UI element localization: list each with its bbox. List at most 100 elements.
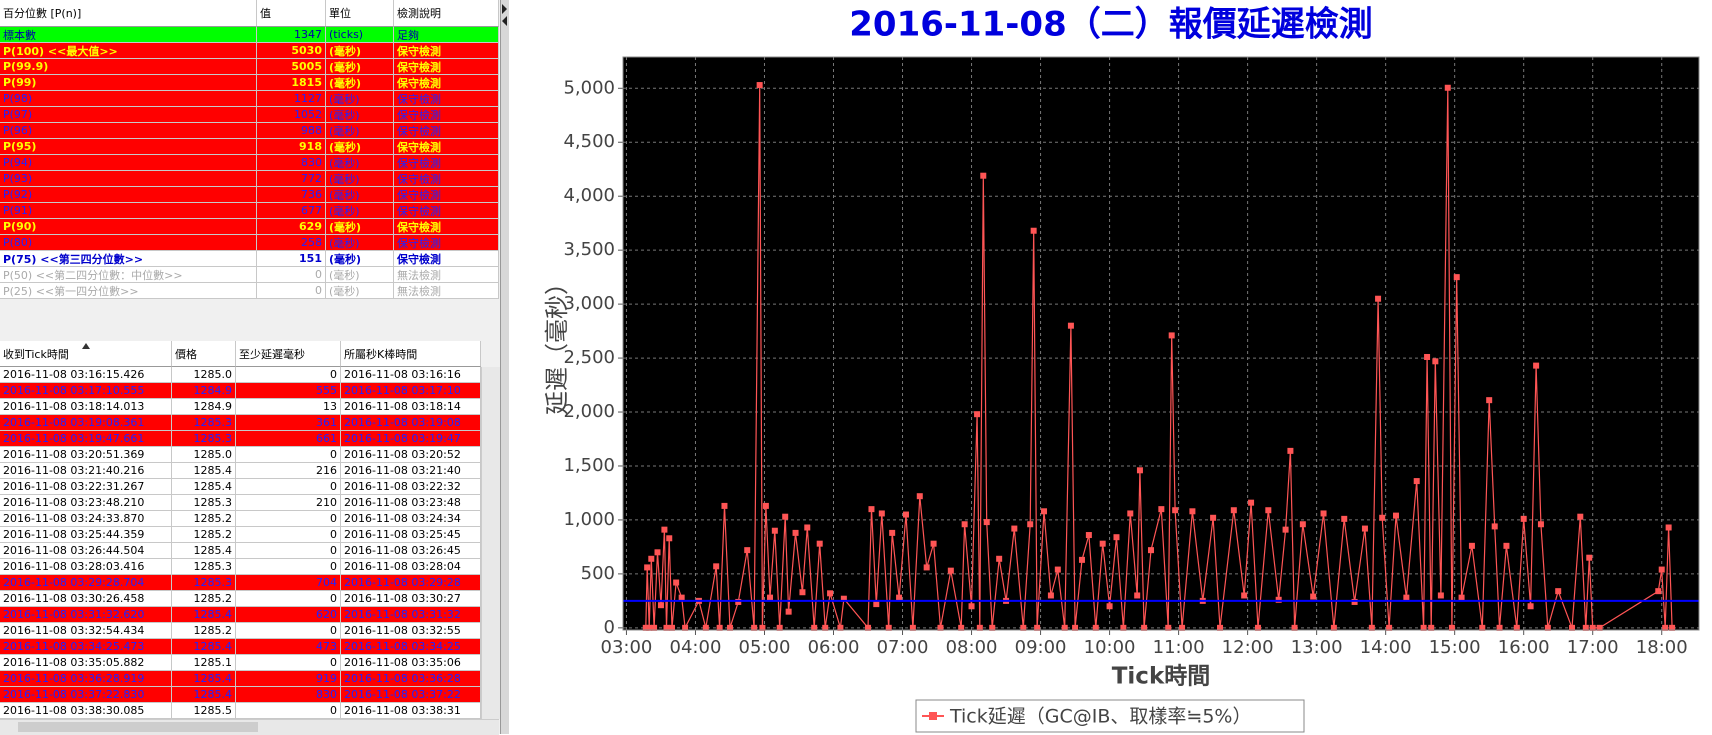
data-point [776, 624, 783, 631]
table-row: 2016-11-08 03:20:51.369 1285.0 0 2016-11-08… [0, 447, 499, 463]
data-point [1241, 592, 1248, 599]
data-point [1141, 624, 1148, 631]
table-cell: 216 [236, 463, 341, 479]
data-point [1527, 603, 1534, 610]
table-cell: 1127 [257, 91, 326, 107]
data-point [1375, 295, 1382, 302]
data-point [837, 624, 844, 631]
table-cell: 2016-11-08 03:36:28.919 [0, 671, 172, 687]
header-row: 百分位數 [P(n)] 值單位 檢測說明 [0, 0, 499, 27]
data-point [642, 624, 649, 631]
table-cell: 1285.2 [172, 527, 236, 543]
data-point [1453, 274, 1460, 281]
table-cell: 2016-11-08 03:20:52 [341, 447, 481, 463]
y-tick-label: 1,500 [563, 455, 615, 476]
table-row: P(50) <<第二四分位數：中位數>> 0 (毫秒) 無法檢測 [0, 267, 499, 283]
data-point [661, 526, 668, 533]
data-point [961, 521, 968, 528]
legend-swatch [929, 712, 937, 720]
table-cell: 2016-11-08 03:24:33.870 [0, 511, 172, 527]
data-point [735, 598, 742, 605]
table-cell: 2016-11-08 03:25:45 [341, 527, 481, 543]
data-point [1067, 322, 1074, 329]
table-cell: 0 [236, 703, 341, 719]
data-point [827, 590, 834, 597]
header-cell: 至少延遲毫秒 [236, 341, 341, 367]
table-row: 2016-11-08 03:36:28.919 1285.4 919 2016-11-… [0, 671, 499, 687]
table-cell: P(95) [0, 139, 257, 155]
y-tick-label: 3,000 [563, 293, 615, 314]
chart: 2016-11-08（二）報價延遲檢測 延遲（毫秒） Tick時間 0 500 1,… [543, 5, 1700, 733]
data-point [654, 549, 661, 556]
table-cell: (毫秒) [326, 283, 394, 299]
table-cell: 保守檢測 [394, 91, 499, 107]
data-point [1586, 554, 1593, 561]
data-point [840, 595, 847, 602]
table-cell: 2016-11-08 03:37:22.830 [0, 687, 172, 703]
header-cell: 百分位數 [P(n)] [0, 0, 257, 27]
table-row: 2016-11-08 03:30:26.458 1285.2 0 2016-11-08… [0, 591, 499, 607]
data-point [1658, 566, 1665, 573]
table-cell: 1285.2 [172, 623, 236, 639]
table-cell: 2016-11-08 03:16:16 [341, 367, 481, 383]
data-point [1092, 624, 1099, 631]
data-point [762, 502, 769, 509]
table-cell: 1285.4 [172, 607, 236, 623]
table-cell: 保守檢測 [394, 75, 499, 91]
table-cell: 473 [236, 639, 341, 655]
data-point [1413, 478, 1420, 485]
data-point [1099, 540, 1106, 547]
vertical-scrollbar[interactable] [481, 367, 500, 719]
table-row: 2016-11-08 03:29:28.704 1285.3 704 2016-11-… [0, 575, 499, 591]
table-cell: 2016-11-08 03:38:30.085 [0, 703, 172, 719]
y-tick-label: 5,000 [563, 77, 615, 98]
data-point [1665, 524, 1672, 531]
data-point [759, 624, 766, 631]
table-row: 2016-11-08 03:34:25.473 1285.4 473 2016-11-… [0, 639, 499, 655]
data-point [1072, 624, 1079, 631]
table-row: P(91) 677 (毫秒) 保守檢測 [0, 203, 499, 219]
chart-title: 2016-11-08（二）報價延遲檢測 [849, 5, 1372, 45]
table-cell: (毫秒) [326, 75, 394, 91]
table-cell: 2016-11-08 03:34:25 [341, 639, 481, 655]
table-cell: 2016-11-08 03:21:40 [341, 463, 481, 479]
header-cell: 單位 [326, 0, 394, 27]
data-point [923, 564, 930, 571]
table-cell: 2016-11-08 03:30:27 [341, 591, 481, 607]
table-cell: 2016-11-08 03:22:32 [341, 479, 481, 495]
table-cell: 830 [236, 687, 341, 703]
data-point [1458, 594, 1465, 601]
table-cell: 772 [257, 171, 326, 187]
data-point [1310, 593, 1317, 600]
horizontal-scrollbar[interactable] [0, 719, 499, 735]
x-tick-label: 04:00 [670, 637, 722, 658]
header-cell: 檢測說明 [394, 0, 499, 27]
table-row: 2016-11-08 03:19:08.361 1285.3 361 2016-11-… [0, 415, 499, 431]
table-cell: 2016-11-08 03:19:47.661 [0, 431, 172, 447]
data-point [1127, 510, 1134, 517]
x-tick-label: 07:00 [877, 637, 929, 658]
table-cell: 0 [257, 267, 326, 283]
data-point [1168, 332, 1175, 339]
data-point [896, 594, 903, 601]
table-cell: 661 [236, 431, 341, 447]
data-point [1533, 362, 1540, 369]
data-point [1299, 521, 1306, 528]
table-cell: 0 [236, 623, 341, 639]
table-cell: 2016-11-08 03:30:26.458 [0, 591, 172, 607]
table-cell: 1285.3 [172, 415, 236, 431]
data-point [1106, 603, 1113, 610]
data-point [1520, 515, 1527, 522]
data-point [865, 624, 872, 631]
table-cell: 1285.3 [172, 495, 236, 511]
data-point [873, 601, 880, 608]
x-tick-label: 03:00 [601, 637, 653, 658]
data-point [669, 624, 676, 631]
x-tick-label: 08:00 [946, 637, 998, 658]
data-point [1403, 594, 1410, 601]
splitter[interactable] [500, 0, 509, 734]
data-point [1217, 624, 1224, 631]
x-tick-label: 09:00 [1015, 637, 1067, 658]
table-cell: 151 [257, 251, 326, 267]
table-cell: 保守檢測 [394, 107, 499, 123]
